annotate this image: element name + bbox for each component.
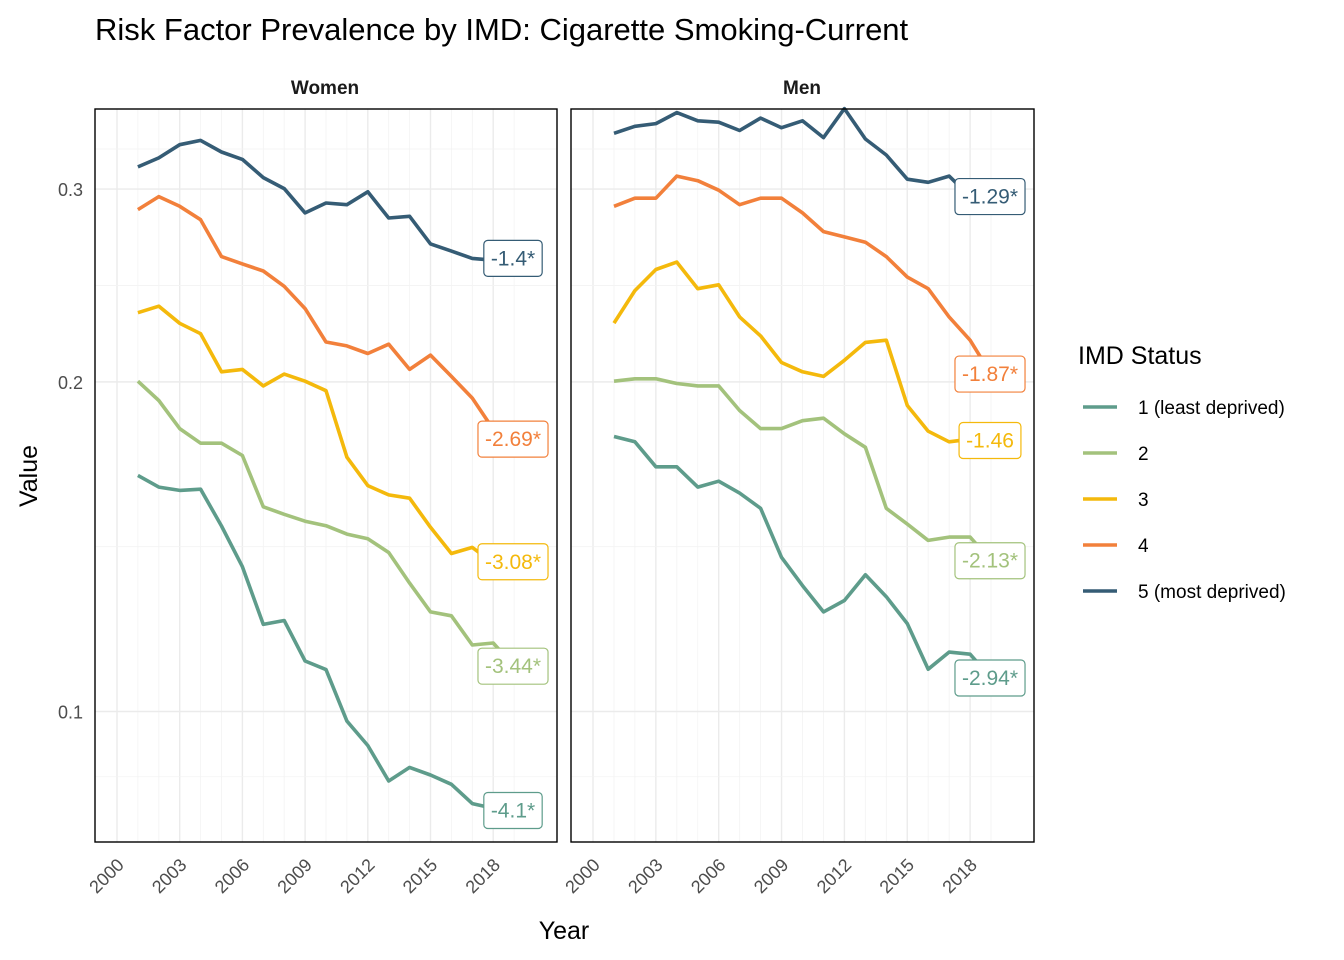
x-tick-label: 2009 xyxy=(750,855,792,897)
panel-border xyxy=(94,108,558,843)
end-label-men-2: -2.13* xyxy=(954,542,1026,580)
panel-border xyxy=(570,108,1035,843)
x-axis-title: Year xyxy=(539,917,590,945)
x-tick-label: 2012 xyxy=(336,855,378,897)
end-label-box xyxy=(477,543,549,581)
end-label-women-3: -3.08* xyxy=(477,543,549,581)
x-tick-label: 2000 xyxy=(85,855,127,897)
end-label-box xyxy=(477,420,549,458)
legend-title: IMD Status xyxy=(1078,342,1202,370)
y-tick-label: 0.3 xyxy=(58,180,83,200)
end-label-box xyxy=(483,791,543,830)
end-label-text: -2.13* xyxy=(962,550,1018,573)
series-line-women-1-least-deprived xyxy=(137,473,515,813)
y-tick-label: 0.2 xyxy=(58,373,83,393)
end-label-women-2: -3.44* xyxy=(477,647,549,685)
legend-entry-2: 2 xyxy=(1083,444,1149,465)
end-label-men-5-most-deprived: -1.29* xyxy=(954,177,1026,216)
x-tick-label: 2006 xyxy=(211,855,253,897)
x-tick-label: 2015 xyxy=(399,855,441,897)
end-label-box xyxy=(958,421,1022,460)
end-label-text: -1.87* xyxy=(962,363,1018,386)
end-label-men-3: -1.46 xyxy=(958,421,1022,460)
y-tick-label: 0.1 xyxy=(58,702,83,722)
end-label-men-4: -1.87* xyxy=(954,355,1026,393)
end-label-text: -1.46 xyxy=(966,430,1014,453)
legend-label: 3 xyxy=(1138,490,1149,511)
legend-label: 1 (least deprived) xyxy=(1138,398,1285,419)
x-tick-label: 2012 xyxy=(813,855,855,897)
series-line-women-3 xyxy=(137,304,515,565)
end-label-women-5-most-deprived: -1.4* xyxy=(483,239,543,277)
legend-entry-4: 4 xyxy=(1083,536,1149,557)
facet-strip-men: Men xyxy=(783,78,821,99)
series-line-men-4 xyxy=(613,174,993,376)
y-axis-ticks: 0.1 0.2 0.3 xyxy=(58,180,83,722)
end-label-box xyxy=(954,355,1026,393)
x-tick-label: 2006 xyxy=(687,855,729,897)
legend-label: 4 xyxy=(1138,536,1149,557)
series-line-women-2 xyxy=(136,379,516,668)
legend: IMD Status 1 (least deprived) 2 3 4 5 (most … xyxy=(1078,342,1286,603)
panel-men: -2.94* -2.13* -1.46 -1.87* -1.29* xyxy=(570,106,1035,843)
y-axis-title: Value xyxy=(15,445,43,507)
x-tick-label: 2003 xyxy=(624,855,666,897)
panel-women: -4.1* -3.44* -3.08* -2.69* -1.4* xyxy=(94,108,558,843)
legend-label: 5 (most deprived) xyxy=(1138,582,1286,603)
end-label-text: -3.44* xyxy=(485,655,541,678)
series-line-men-1-least-deprived xyxy=(613,434,993,680)
end-label-women-4: -2.69* xyxy=(477,420,549,458)
x-axis-ticks-men: 2000 2003 2006 2009 2012 2015 2018 xyxy=(561,855,981,897)
series-line-men-2 xyxy=(613,377,993,562)
x-tick-label: 2015 xyxy=(876,855,918,897)
x-tick-label: 2003 xyxy=(148,855,190,897)
x-tick-label: 2009 xyxy=(273,855,315,897)
end-label-text: -1.29* xyxy=(962,186,1018,209)
end-label-women-1-least-deprived: -4.1* xyxy=(483,791,543,830)
series-line-men-3 xyxy=(612,260,992,444)
legend-entry-5-most-deprived: 5 (most deprived) xyxy=(1083,582,1286,603)
end-label-men-1-least-deprived: -2.94* xyxy=(954,659,1026,697)
series-line-women-4 xyxy=(136,194,515,441)
legend-entry-1-least-deprived: 1 (least deprived) xyxy=(1083,398,1285,419)
end-label-box xyxy=(477,647,549,685)
x-tick-label: 2018 xyxy=(462,855,504,897)
series-line-women-5-most-deprived xyxy=(137,138,515,262)
x-tick-label: 2018 xyxy=(938,855,980,897)
end-label-text: -2.69* xyxy=(485,428,541,451)
chart-title: Risk Factor Prevalence by IMD: Cigarette… xyxy=(95,12,909,47)
end-label-box xyxy=(954,542,1026,580)
end-label-box xyxy=(954,659,1026,697)
end-label-box xyxy=(483,239,543,277)
legend-entry-3: 3 xyxy=(1083,490,1149,511)
end-label-text: -4.1* xyxy=(491,800,535,823)
legend-label: 2 xyxy=(1138,444,1149,465)
end-label-box xyxy=(954,177,1026,216)
facet-strip-women: Women xyxy=(291,78,359,99)
x-axis-ticks-women: 2000 2003 2006 2009 2012 2015 2018 xyxy=(85,855,504,897)
end-label-text: -3.08* xyxy=(485,551,541,574)
x-tick-label: 2000 xyxy=(561,855,603,897)
end-label-text: -1.4* xyxy=(491,247,535,270)
end-label-text: -2.94* xyxy=(962,667,1018,690)
series-line-men-5-most-deprived xyxy=(613,106,991,199)
